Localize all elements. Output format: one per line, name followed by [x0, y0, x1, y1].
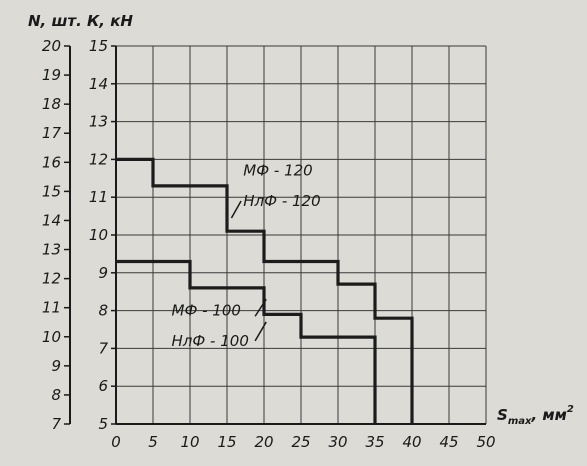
x-tick-label: 5: [148, 433, 158, 451]
y-inner-tick-label: 5: [98, 415, 108, 433]
axes: [64, 45, 486, 425]
grid: [115, 45, 487, 425]
y-inner-tick-label: 7: [98, 339, 108, 357]
y-inner-tick-label: 11: [89, 188, 108, 206]
series-line-0: [116, 157, 414, 424]
annotation-nlf-100: НлФ - 100: [172, 332, 249, 350]
y-outer-tick-label: 19: [42, 66, 61, 84]
x-tick-label: 10: [180, 433, 199, 451]
y-outer-tick-label: 8: [51, 386, 61, 404]
y-outer-tick-label: 15: [42, 182, 61, 200]
x-tick-label: 20: [254, 433, 273, 451]
y-inner-tick-label: 6: [98, 377, 108, 395]
y-outer-tick-label: 11: [42, 299, 61, 317]
annotation-mf-100: МФ - 100: [172, 302, 241, 320]
x-tick-label: 0: [111, 433, 121, 451]
y-inner-tick-label: 8: [98, 302, 108, 320]
x-tick-label: 40: [402, 433, 421, 451]
y-inner-tick-label: 10: [89, 226, 108, 244]
x-tick-label: 35: [365, 433, 384, 451]
y-outer-tick-label: 17: [42, 124, 62, 142]
annotation-mf-120: МФ - 120: [243, 162, 312, 180]
y-outer-tick-label: 14: [42, 211, 61, 229]
y-outer-tick-label: 10: [42, 328, 61, 346]
x-tick-label: 50: [476, 433, 495, 451]
annotation-nlf-120: НлФ - 120: [243, 192, 320, 210]
y-axis-label: N, шт. К, кН: [28, 12, 133, 30]
y-outer-tick-label: 12: [42, 270, 61, 288]
y-inner-tick-label: 9: [98, 264, 108, 282]
series: [116, 157, 414, 424]
x-tick-label: 25: [291, 433, 310, 451]
annotation-leader-100a: [254, 298, 267, 317]
x-tick-label: 30: [328, 433, 347, 451]
y-outer-tick-label: 16: [42, 153, 61, 171]
y-inner-tick-label: 12: [89, 150, 108, 168]
y-inner-tick-label: 14: [89, 75, 108, 93]
y-outer-tick-label: 18: [42, 95, 61, 113]
y-outer-tick-label: 7: [51, 415, 61, 433]
x-tick-label: 15: [217, 433, 236, 451]
series-line-1: [116, 259, 377, 424]
y-inner-tick-label: 15: [89, 37, 108, 55]
tick-labels: 7 8 9 10 11 12 13 14 15 16 17 18 19 20 5 6 7 8 9 10 11 12 13 14…: [42, 37, 496, 451]
y-outer-tick-label: 13: [42, 241, 61, 259]
x-axis-label: Smax, мм2: [497, 404, 574, 427]
axis-labels: N, шт. К, кН Smax, мм2: [28, 12, 574, 427]
y-inner-tick-label: 13: [89, 113, 108, 131]
x-tick-label: 45: [439, 433, 458, 451]
annotation-leader-120: [230, 200, 242, 219]
annotation-leader-100b: [254, 321, 267, 342]
y-outer-tick-label: 20: [42, 37, 61, 55]
annotations: МФ - 120 НлФ - 120 МФ - 100 НлФ - 100: [172, 162, 321, 350]
y-outer-tick-label: 9: [51, 357, 61, 375]
